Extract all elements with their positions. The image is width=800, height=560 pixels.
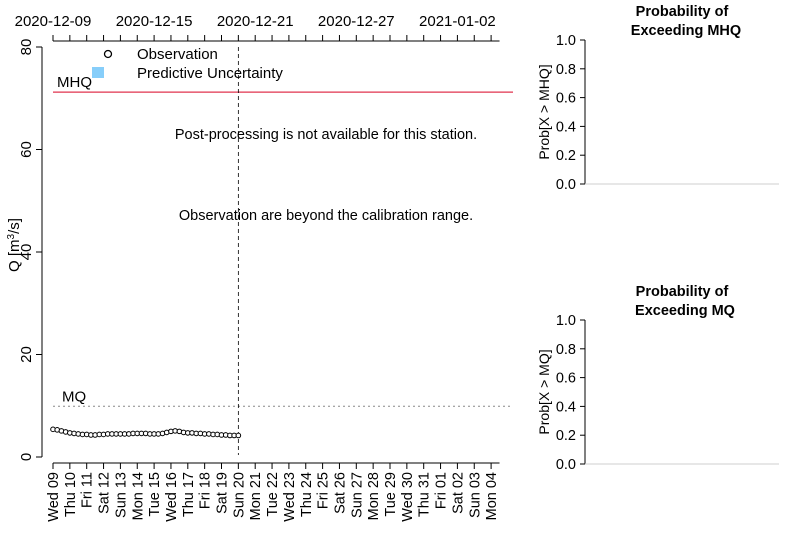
top-tick-label: 2020-12-09 — [15, 13, 92, 30]
y-tick-label: 40 — [18, 244, 35, 261]
mq-y-axis-label: Prob[X > MQ] — [536, 349, 552, 434]
bottom-tick-label: Tue 29 — [383, 472, 399, 517]
bottom-tick-label: Sun 03 — [467, 472, 483, 518]
y-tick-label: 20 — [18, 346, 35, 363]
mq-chart-title-line1: Probability of — [636, 284, 729, 300]
legend-uncertainty-label: Predictive Uncertainty — [137, 65, 283, 82]
legend: Observation Predictive Uncertainty — [92, 46, 283, 82]
observation-point — [235, 432, 242, 439]
discharge-chart-layer: 0 20 40 60 80 Q [m3/s] 2020-12-09 2020-12-15 202… — [6, 13, 513, 522]
bottom-tick-label: Sat 12 — [97, 472, 113, 514]
legend-observation-label: Observation — [137, 46, 218, 63]
bottom-tick-label: Wed 09 — [46, 472, 62, 522]
mhq-tick-label: 0.4 — [556, 119, 576, 135]
bottom-tick-label: Fri 01 — [434, 472, 450, 509]
mhq-tick-label: 1.0 — [556, 33, 576, 49]
top-tick-label: 2020-12-15 — [116, 13, 193, 30]
mhq-y-axis-label: Prob[X > MHQ] — [536, 64, 552, 159]
mhq-tick-label: 0.2 — [556, 148, 576, 164]
bottom-tick-label: Sat 26 — [332, 472, 348, 514]
bottom-tick-label: Sun 20 — [231, 472, 247, 518]
mhq-y-axis: 0.0 0.2 0.4 0.6 0.8 1.0 — [556, 33, 779, 193]
bottom-tick-label: Wed 16 — [164, 472, 180, 522]
y-tick-label: 0 — [18, 453, 35, 461]
mq-y-axis: 0.0 0.2 0.4 0.6 0.8 1.0 — [556, 313, 779, 473]
mq-label: MQ — [62, 388, 86, 405]
top-tick-label: 2021-01-02 — [419, 13, 496, 30]
bottom-tick-label: Fri 25 — [316, 472, 332, 509]
bottom-tick-label: Thu 24 — [299, 472, 315, 517]
bottom-tick-label: Fri 11 — [80, 472, 96, 508]
mhq-chart-title-line1: Probability of — [636, 4, 729, 20]
bottom-tick-label: Tue 22 — [265, 472, 281, 517]
bottom-tick-label: Mon 04 — [484, 472, 500, 520]
legend-observation-marker — [103, 49, 113, 59]
bottom-tick-label: Mon 14 — [130, 472, 146, 520]
mq-tick-label: 0.4 — [556, 399, 576, 415]
top-tick-label: 2020-12-27 — [318, 13, 395, 30]
bottom-tick-label: Thu 31 — [417, 472, 433, 517]
bottom-tick-label: Thu 10 — [63, 472, 79, 517]
bottom-tick-label: Sat 02 — [450, 472, 466, 514]
mhq-chart-title-line2: Exceeding MHQ — [631, 23, 741, 39]
mhq-tick-label: 0.6 — [556, 91, 576, 107]
annotation-postprocessing: Post-processing is not available for thi… — [175, 127, 477, 143]
bottom-tick-label: Sun 13 — [113, 472, 129, 518]
y-tick-label: 60 — [18, 141, 35, 158]
bottom-tick-label: Thu 17 — [181, 472, 197, 517]
mq-tick-label: 0.8 — [556, 342, 576, 358]
mhq-tick-label: 0.8 — [556, 62, 576, 78]
bottom-tick-label: Mon 21 — [248, 472, 264, 520]
bottom-tick-label: Wed 23 — [282, 472, 298, 522]
mq-probability-chart: Probability of Exceeding MQ 0.0 0.2 0.4 0.6… — [536, 284, 779, 473]
mq-tick-label: 1.0 — [556, 313, 576, 329]
annotation-calibration: Observation are beyond the calibration r… — [179, 208, 473, 224]
mq-tick-label: 0.6 — [556, 371, 576, 387]
bottom-tick-label: Tue 15 — [147, 472, 163, 517]
mhq-probability-chart: Probability of Exceeding MHQ 0.00.20.40.… — [536, 4, 779, 193]
mhq-label: MHQ — [57, 74, 92, 91]
mq-tick-label: 0.0 — [556, 457, 576, 473]
discharge-plot-area: 0 20 40 60 80 Q [m3/s] 2020-12-09 2020-12-15 202… — [6, 13, 513, 522]
y-axis-label: Q [m3/s] — [6, 218, 23, 272]
bottom-tick-label: Wed 30 — [400, 472, 416, 522]
bottom-tick-label: Mon 28 — [366, 472, 382, 520]
mhq-tick-label: 0.0 — [556, 177, 576, 193]
top-tick-label: 2020-12-21 — [217, 13, 294, 30]
bottom-tick-label: Sun 27 — [349, 472, 365, 518]
bottom-tick-label: Sat 19 — [215, 472, 231, 514]
bottom-tick-label: Fri 18 — [198, 472, 214, 509]
legend-uncertainty-swatch — [92, 67, 104, 78]
mq-chart-title-line2: Exceeding MQ — [635, 303, 735, 319]
mq-tick-label: 0.2 — [556, 428, 576, 444]
y-tick-label: 80 — [18, 39, 35, 56]
